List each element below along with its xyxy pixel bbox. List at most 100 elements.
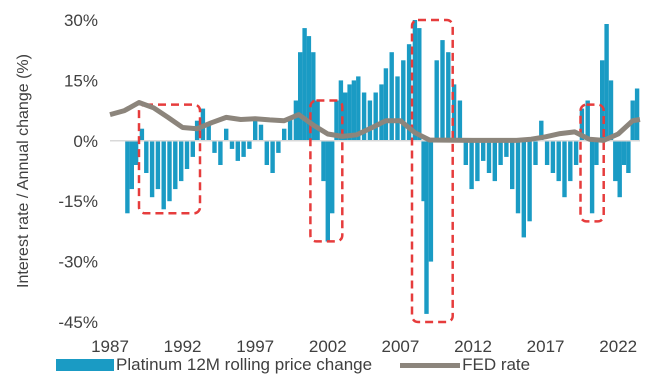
highlight-box-1: [309, 99, 344, 243]
x-tick-label: 2007: [381, 337, 419, 356]
highlight-box-2: [410, 18, 454, 324]
x-tick-label: 1992: [164, 337, 202, 356]
bar-43: [351, 80, 357, 141]
bar-69: [492, 140, 497, 182]
bar-79: [550, 140, 556, 173]
bar-62: [451, 84, 457, 141]
bar-94: [626, 140, 631, 173]
bar-42: [347, 84, 352, 141]
bar-89: [604, 24, 609, 141]
bar-28: [282, 128, 287, 141]
bar-49: [383, 68, 389, 141]
bar-41: [343, 92, 348, 141]
bar-18: [224, 128, 229, 141]
bar-91: [613, 140, 618, 182]
bar-53: [406, 44, 412, 141]
bar-29: [287, 116, 293, 141]
y-tick-label: 30%: [64, 11, 98, 30]
bar-68: [486, 140, 492, 173]
bar-21: [241, 140, 246, 157]
bar-75: [527, 140, 532, 222]
bar-55: [417, 28, 422, 141]
legend-item-fed: FED rate: [400, 355, 530, 375]
bar-44: [356, 76, 361, 141]
bar-66: [475, 140, 480, 182]
bar-32: [302, 28, 307, 141]
bar-8: [167, 140, 172, 202]
y-tick-label: -45%: [58, 313, 98, 332]
bar-54: [412, 20, 418, 141]
y-tick-label: -15%: [58, 192, 98, 211]
bar-88: [600, 60, 605, 141]
bar-83: [573, 140, 579, 165]
y-tick-label: 0%: [73, 132, 98, 151]
bar-2: [133, 140, 139, 165]
bar-46: [367, 100, 373, 141]
bar-80: [556, 140, 561, 182]
bar-33: [306, 36, 312, 141]
bar-11: [184, 140, 190, 169]
bar-24: [258, 124, 264, 141]
highlight-box-0: [137, 103, 202, 215]
bar-23: [253, 116, 258, 141]
bar-series: [125, 20, 640, 314]
bar-10: [179, 140, 184, 182]
x-tick-label: 2022: [599, 337, 637, 356]
y-tick-label: 15%: [64, 71, 98, 90]
bar-20: [235, 140, 240, 161]
legend-label-platinum: Platinum 12M rolling price change: [116, 355, 373, 374]
bar-17: [218, 140, 223, 165]
y-axis-ticks: 30% 15% 0% -15% -30% -45%: [58, 11, 98, 332]
bar-81: [562, 140, 567, 198]
bar-19: [229, 140, 235, 149]
bar-77: [539, 120, 544, 141]
bar-72: [510, 140, 515, 190]
bar-65: [469, 140, 474, 190]
bar-64: [463, 140, 468, 165]
bar-92: [617, 140, 622, 198]
bar-39: [334, 100, 339, 141]
bar-48: [379, 84, 384, 141]
bar-26: [270, 140, 275, 173]
bar-12: [190, 140, 195, 157]
bar-84: [579, 108, 585, 141]
legend-swatch-platinum: [56, 359, 114, 371]
bar-78: [544, 140, 550, 165]
bar-96: [634, 88, 640, 141]
bar-35: [315, 100, 320, 141]
bar-63: [457, 100, 463, 141]
bar-47: [373, 92, 378, 141]
bar-37: [325, 140, 330, 242]
bar-76: [533, 140, 538, 165]
legend-item-platinum: Platinum 12M rolling price change: [56, 355, 372, 375]
bar-93: [621, 140, 627, 165]
bar-15: [206, 124, 211, 141]
highlight-box-3: [579, 103, 605, 223]
bar-34: [311, 52, 316, 141]
bar-7: [161, 140, 166, 210]
bar-16: [212, 140, 217, 153]
y-axis-label: Interest rate / Annual change (%): [15, 54, 32, 288]
bar-27: [276, 140, 281, 153]
x-tick-label: 1997: [236, 337, 274, 356]
bar-86: [589, 140, 595, 214]
bar-90: [608, 80, 614, 141]
bar-36: [321, 140, 326, 182]
bar-22: [247, 140, 252, 149]
bar-6: [155, 140, 161, 190]
x-axis-ticks: 1987 1992 1997 2002 2007 2012 2017 2022: [91, 337, 637, 356]
x-tick-label: 1987: [91, 337, 129, 356]
bar-9: [173, 140, 178, 190]
bar-4: [144, 140, 149, 173]
bar-1: [129, 140, 134, 190]
bar-70: [498, 140, 503, 165]
x-tick-label: 2002: [309, 337, 347, 356]
bar-82: [568, 140, 573, 182]
bar-5: [149, 140, 155, 198]
bar-50: [389, 52, 394, 141]
bar-87: [594, 140, 599, 165]
bar-61: [446, 52, 451, 141]
bar-56: [421, 140, 426, 202]
x-tick-label: 2017: [527, 337, 565, 356]
bar-45: [361, 92, 367, 141]
